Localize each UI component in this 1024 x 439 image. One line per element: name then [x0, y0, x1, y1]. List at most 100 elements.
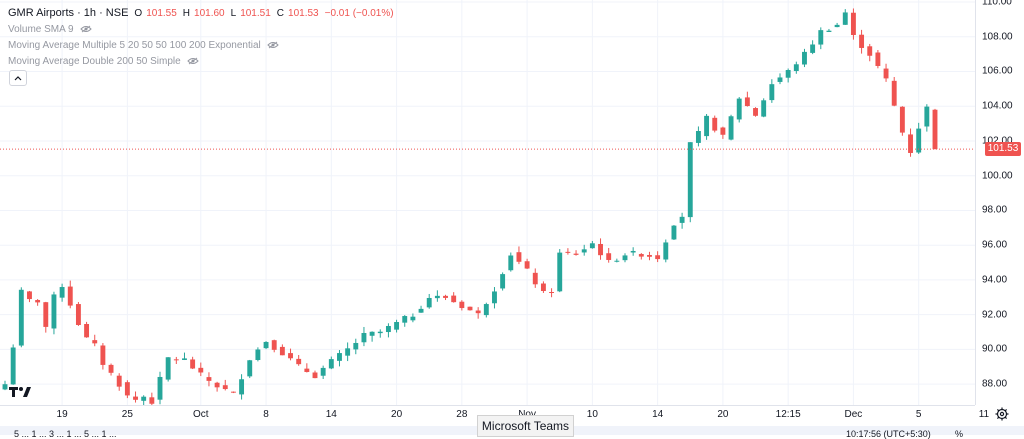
- candle-up: [589, 243, 595, 249]
- indicator-ma-multiple[interactable]: Moving Average Multiple 5 20 50 50 100 2…: [8, 37, 394, 53]
- candle-up: [818, 30, 824, 45]
- price-tick-label: 88.00: [982, 378, 1008, 390]
- candle-up: [385, 325, 391, 333]
- percent-toggle-clipped[interactable]: %: [955, 429, 964, 439]
- candle-down: [149, 397, 155, 404]
- candle-up: [704, 115, 710, 137]
- candle-down: [190, 359, 196, 369]
- candle-up: [581, 249, 587, 253]
- candle-up: [614, 260, 620, 262]
- candle-up: [394, 322, 400, 330]
- candle-down: [451, 295, 457, 303]
- time-tick-label: 5: [915, 409, 922, 420]
- candle-up: [687, 142, 693, 218]
- open-label: O: [134, 7, 143, 19]
- candle-down: [222, 385, 228, 390]
- eye-hidden-icon[interactable]: [187, 57, 199, 65]
- candle-down: [475, 310, 481, 314]
- candle-down: [883, 68, 889, 79]
- candle-up: [51, 294, 57, 329]
- time-tick-label: 25: [121, 409, 133, 420]
- change-value: −0.01 (−0.01%): [324, 7, 394, 19]
- collapse-legend-button[interactable]: [9, 70, 27, 86]
- candle-up: [247, 360, 253, 377]
- candle-up: [10, 347, 16, 385]
- candle-up: [622, 255, 628, 261]
- time-tick-label: 10: [586, 409, 598, 420]
- candle-down: [100, 345, 106, 365]
- candle-down: [744, 97, 750, 107]
- chart-legend: GMR Airports · 1h · NSE O 101.55 H 101.6…: [8, 5, 394, 69]
- candle-down: [279, 346, 285, 356]
- candle-up: [508, 255, 514, 271]
- candle-down: [230, 391, 236, 393]
- time-tick-label: 14: [325, 409, 337, 420]
- candle-down: [516, 252, 522, 262]
- candle-down: [173, 359, 179, 361]
- eye-hidden-icon[interactable]: [79, 25, 92, 33]
- candle-up: [663, 242, 669, 260]
- candle-up: [728, 116, 734, 140]
- time-tick-label: 14: [652, 409, 664, 420]
- candle-down: [27, 291, 32, 300]
- candle-up: [165, 357, 171, 380]
- candle-up: [630, 250, 636, 253]
- candle-down: [296, 358, 302, 365]
- candle-down: [198, 367, 204, 373]
- candle-down: [312, 372, 318, 379]
- candle-up: [761, 100, 767, 117]
- indicator-volume[interactable]: Volume SMA 9: [8, 21, 394, 37]
- candle-up: [483, 304, 489, 316]
- candle-up: [793, 64, 799, 71]
- candle-up: [785, 70, 791, 78]
- symbol-title[interactable]: GMR Airports · 1h · NSE: [8, 7, 129, 19]
- eye-hidden-icon[interactable]: [267, 41, 279, 49]
- time-tick-label: 19: [56, 409, 68, 420]
- indicator-label: Volume SMA 9: [8, 23, 74, 35]
- range-buttons-clipped[interactable]: 5 ... 1 ... 3 ... 1 ... 5 ... 1 ...: [14, 429, 117, 439]
- candle-down: [75, 304, 81, 325]
- candle-down: [932, 109, 938, 150]
- price-tick-label: 94.00: [982, 274, 1008, 286]
- price-tick-label: 98.00: [982, 204, 1008, 216]
- time-tick-label: 11: [978, 409, 990, 420]
- time-tick-label: Oct: [193, 409, 209, 420]
- high-value: 101.60: [194, 7, 225, 19]
- close-label: C: [276, 7, 285, 19]
- high-label: H: [182, 7, 191, 19]
- candle-down: [67, 286, 73, 306]
- indicator-ma-double[interactable]: Moving Average Double 200 50 Simple: [8, 53, 394, 69]
- candle-up: [361, 332, 367, 343]
- candle-down: [753, 108, 758, 116]
- candle-down: [214, 382, 220, 388]
- candle-up: [810, 44, 816, 53]
- indicator-label: Moving Average Multiple 5 20 50 50 100 2…: [8, 39, 261, 51]
- price-tick-label: 96.00: [982, 239, 1008, 251]
- symbol-row: GMR Airports · 1h · NSE O 101.55 H 101.6…: [8, 5, 394, 21]
- price-tick-label: 104.00: [982, 100, 1013, 112]
- tradingview-logo[interactable]: [8, 384, 32, 400]
- candle-up: [695, 131, 701, 143]
- time-tick-label: 8: [263, 409, 269, 420]
- candle-down: [850, 12, 856, 36]
- candle-up: [802, 51, 807, 65]
- candle-up: [182, 358, 187, 360]
- plot-area[interactable]: [0, 0, 975, 405]
- price-tick-label: 90.00: [982, 343, 1008, 355]
- candle-up: [924, 106, 930, 127]
- candle-down: [540, 283, 546, 292]
- candle-down: [532, 272, 538, 285]
- candle-down: [304, 368, 310, 372]
- candle-down: [638, 254, 644, 257]
- price-tick-label: 110.00: [982, 0, 1012, 8]
- settings-gear-icon[interactable]: [995, 407, 1009, 421]
- candle-up: [328, 359, 334, 369]
- price-axis[interactable]: 88.00 90.00 92.00 94.00 96.00 98.00 100.00 102.…: [975, 0, 1024, 405]
- candle-down: [467, 306, 473, 311]
- price-chart[interactable]: [0, 0, 975, 405]
- candle-up: [736, 98, 742, 120]
- time-axis[interactable]: 19 25 Oct 8 14 20 28 Nov 10 14 20 12:15 Dec 5 11: [0, 405, 989, 422]
- candle-down: [712, 117, 718, 131]
- taskbar-tooltip: Microsoft Teams: [477, 415, 574, 437]
